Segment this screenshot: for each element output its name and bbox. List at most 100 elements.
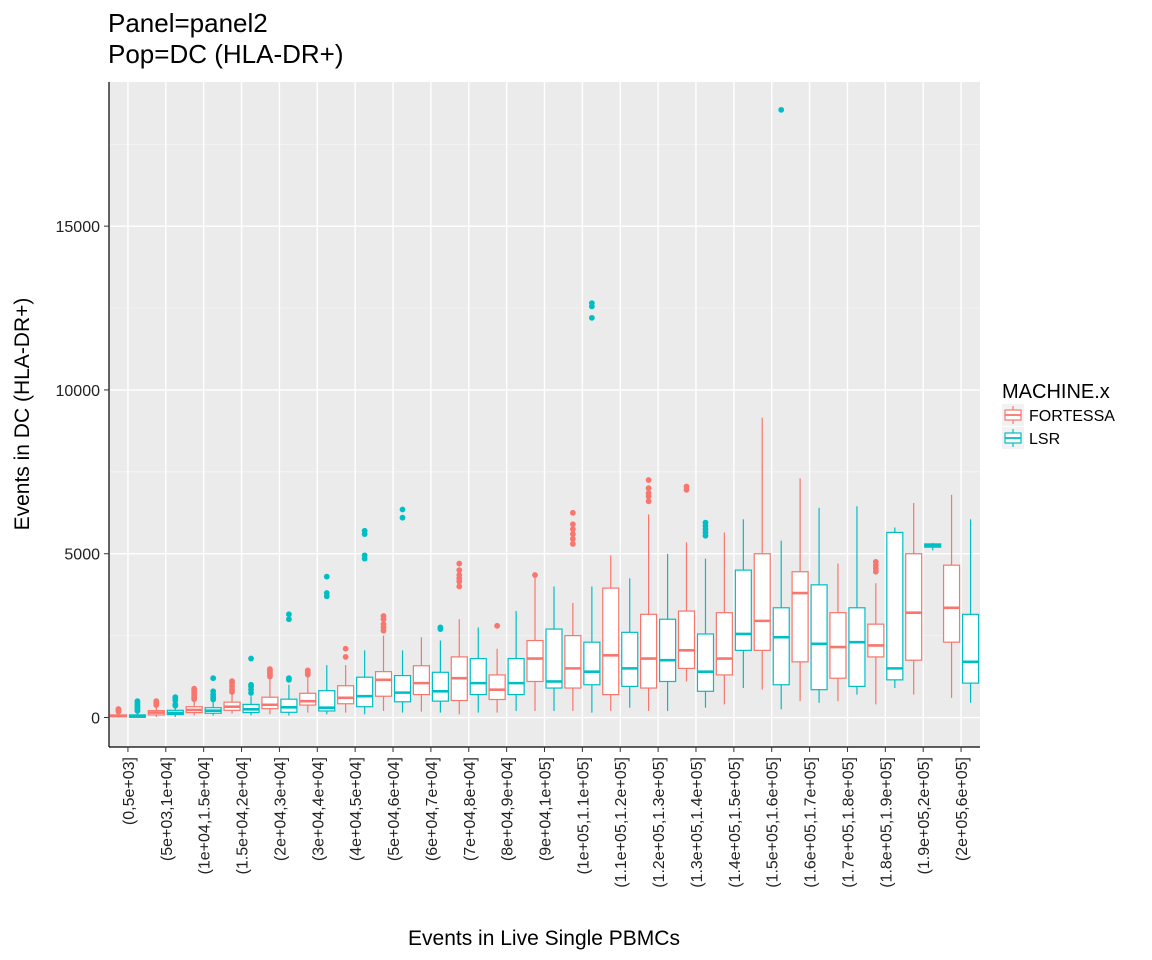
- legend-label: LSR: [1029, 431, 1060, 448]
- x-tick-label: (1e+04,1.5e+04]: [197, 757, 214, 874]
- box-body: [696, 633, 715, 692]
- outlier-point: [267, 666, 273, 672]
- box-fortessa-7: [374, 613, 393, 711]
- outlier-point: [380, 621, 387, 628]
- chart-title: Panel=panel2: [108, 8, 268, 38]
- outlier-point: [569, 521, 576, 528]
- box-body: [848, 607, 866, 687]
- outlier-point: [361, 552, 368, 559]
- outlier-point: [115, 706, 122, 712]
- outlier-point: [210, 675, 217, 682]
- outlier-point: [588, 314, 595, 321]
- box-lsr-9: [469, 627, 487, 713]
- box-lsr-2: [204, 675, 222, 716]
- box-body: [829, 612, 847, 679]
- x-axis-title: Events in Live Single PBMCs: [408, 927, 680, 950]
- box-body: [469, 657, 487, 696]
- box-lsr-4: [280, 611, 298, 716]
- box-lsr-20: [886, 527, 904, 689]
- box-fortessa-17: [753, 417, 771, 690]
- box-lsr-3: [242, 655, 260, 716]
- box-fortessa-1: [147, 698, 165, 717]
- outlier-point: [229, 678, 235, 685]
- y-tick-label: 5000: [64, 547, 100, 564]
- box-lsr-8: [431, 624, 449, 713]
- x-tick-label: (7e+04,8e+04]: [462, 757, 479, 861]
- outlier-point: [569, 526, 576, 533]
- outlier-point: [361, 527, 368, 534]
- box-fortessa-5: [299, 667, 317, 713]
- box-lsr-7: [393, 506, 412, 713]
- box-fortessa-14: [640, 477, 658, 711]
- outlier-point: [872, 559, 879, 565]
- outlier-point: [399, 514, 406, 521]
- box-body: [412, 665, 430, 696]
- x-tick-label: (2e+04,3e+04]: [272, 757, 289, 861]
- box-body: [564, 635, 582, 689]
- box-body: [431, 671, 449, 702]
- box-fortessa-10: [488, 622, 506, 713]
- outlier-point: [532, 572, 538, 578]
- box-lsr-18: [810, 507, 828, 703]
- y-tick-label: 0: [91, 711, 100, 728]
- box-lsr-1: [166, 694, 184, 717]
- outlier-point: [456, 583, 463, 590]
- box-body: [867, 623, 885, 658]
- box-fortessa-21: [905, 502, 923, 695]
- box-body: [356, 676, 374, 708]
- x-tick-label: (5e+04,6e+04]: [386, 757, 403, 861]
- outlier-point: [645, 498, 652, 505]
- outlier-point: [569, 536, 576, 542]
- box-body: [734, 569, 752, 651]
- y-tick-label: 15000: [56, 219, 101, 236]
- outlier-point: [248, 655, 254, 662]
- outlier-point: [172, 694, 179, 701]
- x-axis-ticks: (0,5e+03] (5e+03,1e+04] (1e+04,1.5e+04] (1.…: [121, 747, 971, 888]
- box-fortessa-16: [715, 532, 733, 705]
- outlier-point: [437, 624, 444, 631]
- outlier-point: [456, 567, 463, 574]
- box-body: [659, 618, 677, 683]
- box-body: [677, 610, 696, 669]
- box-lsr-21: [924, 542, 942, 551]
- x-tick-label: (1e+05,1.1e+05]: [575, 757, 592, 874]
- y-axis-ticks: 0 5000 10000 15000: [56, 219, 109, 728]
- box-body: [621, 631, 639, 687]
- outlier-point: [645, 477, 652, 483]
- legend-item-fortessa: FORTESSA: [1002, 404, 1115, 426]
- outlier-point: [380, 613, 387, 619]
- y-axis-title: Events in DC (HLA-DR+): [11, 298, 34, 531]
- box-fortessa-4: [261, 666, 279, 715]
- box-lsr-16: [734, 519, 752, 689]
- box-body: [507, 657, 525, 696]
- legend-items: FORTESSA LSR: [1002, 404, 1115, 449]
- x-tick-label: (9e+04,1e+05]: [538, 757, 555, 861]
- box-fortessa-6: [337, 645, 355, 713]
- x-tick-label: (1.3e+05,1.4e+05]: [689, 757, 706, 888]
- chart-subtitle: Pop=DC (HLA-DR+): [108, 39, 344, 69]
- box-fortessa-19: [829, 563, 847, 702]
- outlier-point: [569, 531, 576, 537]
- outlier-point: [342, 654, 349, 660]
- x-tick-label: (1.5e+04,2e+04]: [235, 757, 252, 874]
- box-lsr-0: [128, 698, 147, 718]
- x-tick-label: (3e+04,4e+04]: [310, 757, 327, 861]
- x-tick-label: (1.8e+05,1.9e+05]: [878, 757, 895, 888]
- box-body: [602, 587, 620, 696]
- box-body: [640, 613, 658, 689]
- box-fortessa-3: [223, 678, 241, 714]
- outlier-point: [456, 572, 463, 578]
- boxes-layer: [109, 106, 980, 718]
- box-fortessa-0: [109, 706, 128, 718]
- box-body: [772, 607, 790, 686]
- x-tick-label: (1.9e+05,2e+05]: [916, 757, 933, 874]
- x-tick-label: (4e+04,5e+04]: [348, 757, 365, 861]
- outlier-point: [569, 540, 576, 547]
- outlier-point: [323, 590, 330, 596]
- y-tick-label: 10000: [56, 383, 101, 400]
- legend-item-lsr: LSR: [1002, 427, 1060, 449]
- outlier-point: [248, 681, 254, 688]
- outlier-point: [645, 490, 652, 497]
- box-body: [545, 628, 563, 689]
- outlier-point: [286, 611, 292, 618]
